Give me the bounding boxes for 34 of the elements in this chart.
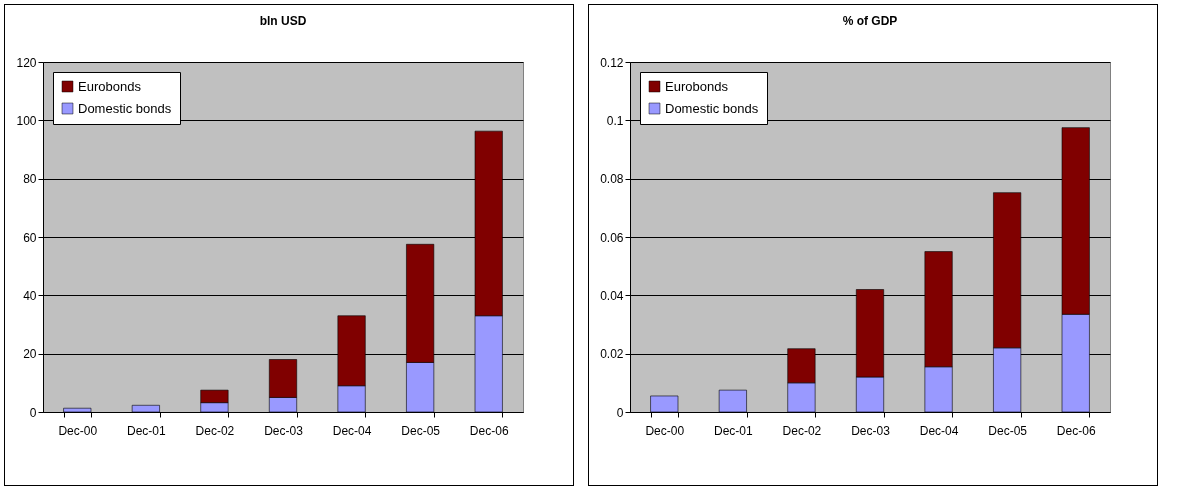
x-tick-label: Dec-06 <box>1056 423 1096 438</box>
legend-label: Domestic bonds <box>78 100 172 116</box>
x-tick-label: Dec-04 <box>919 423 959 438</box>
y-tick-label: 0.12 <box>600 55 624 70</box>
y-tick-label: 0.02 <box>600 347 624 362</box>
x-tick-label: Dec-00 <box>58 423 98 438</box>
x-tick-label: Dec-02 <box>782 423 822 438</box>
y-tick-label: 100 <box>16 113 37 128</box>
y-tick-label: 120 <box>16 55 37 70</box>
y-tick-label: 20 <box>23 347 37 362</box>
x-tick-label: Dec-02 <box>195 423 235 438</box>
chart-title: bln USD <box>259 14 307 28</box>
x-tick-label: Dec-01 <box>714 423 754 438</box>
y-tick-label: 0.1 <box>606 113 624 128</box>
y-tick-label: 0.04 <box>600 288 624 303</box>
x-tick-label: Dec-01 <box>127 423 167 438</box>
legend-label: Eurobonds <box>78 78 142 94</box>
x-tick-label: Dec-03 <box>264 423 304 438</box>
y-tick-label: 0.06 <box>600 230 624 245</box>
y-tick-label: 60 <box>23 230 37 245</box>
x-tick-label: Dec-05 <box>988 423 1028 438</box>
x-tick-label: Dec-05 <box>401 423 441 438</box>
x-tick-label: Dec-00 <box>645 423 685 438</box>
legend-label: Eurobonds <box>665 78 729 94</box>
y-tick-label: 0 <box>29 405 37 420</box>
x-tick-label: Dec-03 <box>851 423 891 438</box>
y-tick-label: 80 <box>23 172 37 187</box>
legend-label: Domestic bonds <box>665 100 759 116</box>
x-tick-label: Dec-04 <box>332 423 372 438</box>
y-tick-label: 40 <box>23 288 37 303</box>
y-tick-label: 0 <box>616 405 624 420</box>
y-tick-label: 0.08 <box>600 172 624 187</box>
chart-title: % of GDP <box>842 14 898 28</box>
x-tick-label: Dec-06 <box>469 423 509 438</box>
